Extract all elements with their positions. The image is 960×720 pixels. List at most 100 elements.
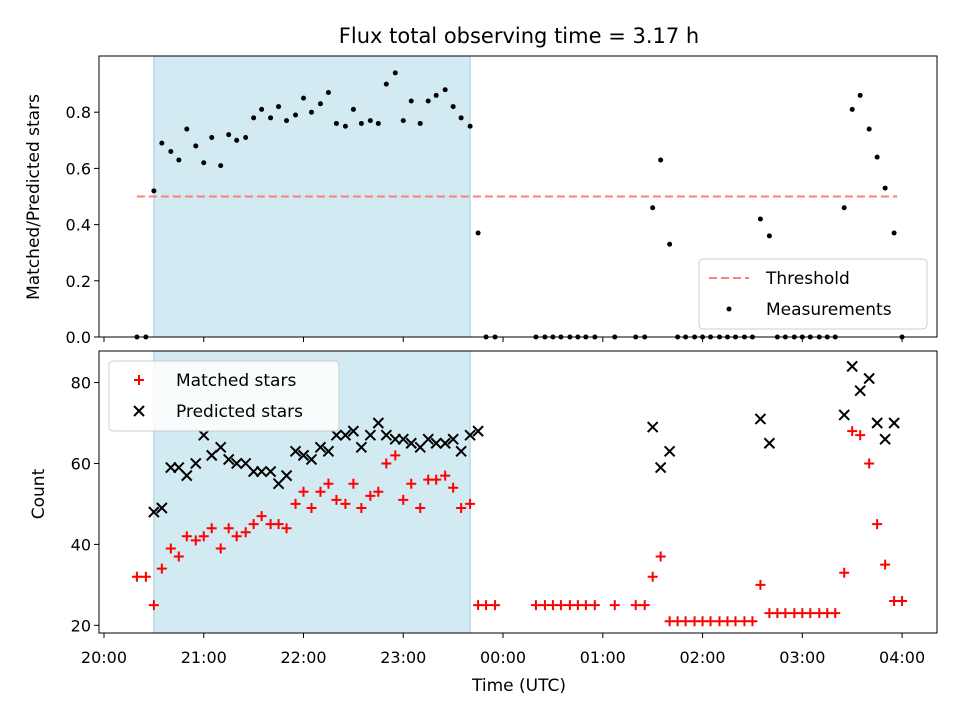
measurements-point-13 [243,134,249,140]
matched-stars-point-77 [830,608,841,619]
matched-stars-point-55 [647,571,658,582]
predicted-stars-point-40 [646,421,659,433]
predicted-stars-point-31 [405,437,417,449]
predicted-stars-point-21 [322,445,335,458]
predicted-stars-point-22 [330,429,343,441]
measurements-point-2 [151,188,157,194]
x-tick-label: 21:00 [181,648,227,667]
measurements-point-68 [757,216,763,222]
matched-stars-point-28 [365,490,376,501]
predicted-stars-point-24 [347,425,360,437]
predicted-stars-point-33 [422,433,434,445]
x-tick-label: 02:00 [680,648,726,667]
measurements-point-9 [209,134,215,140]
measurements-point-21 [308,109,314,115]
x-tick-label: 00:00 [480,648,526,667]
measurements-point-27 [358,120,364,126]
matched-stars-point-79 [847,426,858,437]
measurements-point-15 [259,106,265,112]
matched-stars-point-80 [855,430,866,441]
matched-stars-point-13 [240,527,251,538]
predicted-stars-point-30 [397,433,409,445]
measurements-point-10 [218,163,224,169]
y-tick-label: 0.4 [66,216,91,235]
predicted-stars-point-46 [846,360,858,373]
y-tick-label: 0.6 [66,159,91,178]
matched-stars-point-15 [256,511,267,522]
matched-stars-point-18 [281,523,292,534]
matched-stars-point-9 [206,523,217,534]
matched-stars-point-31 [390,450,401,461]
measurements-point-18 [284,118,290,124]
measurements-point-19 [293,112,299,118]
predicted-stars-point-36 [447,433,459,445]
matched-stars-point-3 [156,563,167,574]
predicted-stars-point-51 [888,417,900,429]
measurements-point-17 [276,104,282,110]
measurements-point-38 [450,104,456,110]
predicted-stars-point-0 [148,506,160,518]
predicted-stars-point-1 [156,502,168,514]
matched-stars-point-20 [298,486,309,497]
measurements-point-84 [891,230,897,236]
matched-stars-point-22 [315,486,326,497]
legend-dot-swatch [726,306,732,312]
measurements-point-11 [226,132,232,138]
measurements-point-25 [342,123,348,129]
measurements-point-26 [350,106,356,112]
measurements-point-41 [475,230,481,236]
measurements-point-80 [857,92,863,98]
predicted-stars-point-37 [455,445,467,458]
x-axis-title: Time (UTC) [471,676,566,696]
y-tick-label: 20 [71,616,91,635]
predicted-stars-point-9 [222,453,235,466]
predicted-stars-point-27 [372,417,385,429]
matched-stars-point-6 [181,531,192,542]
matched-stars-point-4 [165,543,176,554]
matched-stars-point-39 [456,502,467,513]
measurements-point-31 [392,70,398,76]
matched-stars-point-32 [398,494,409,505]
matched-stars-point-85 [897,596,908,607]
measurements-point-14 [251,115,257,121]
matched-stars-point-65 [730,616,741,627]
matched-stars-point-43 [490,600,501,611]
measurements-point-24 [333,120,339,126]
y-tick-label: 0.2 [66,272,91,291]
matched-stars-point-81 [864,458,875,469]
predicted-stars-point-42 [663,445,676,458]
y-tick-label: 40 [71,535,91,554]
measurements-point-39 [458,115,464,121]
axes-frame [98,55,938,338]
predicted-stars-point-44 [763,437,776,449]
predicted-stars-point-39 [472,425,484,437]
matched-stars-point-82 [872,519,883,530]
predicted-stars-point-14 [264,465,277,478]
legend-label: Measurements [766,300,892,320]
matched-stars-point-36 [431,474,442,485]
predicted-stars-point-26 [364,429,377,441]
matched-stars-point-68 [755,579,766,590]
predicted-stars-point-20 [314,441,327,454]
legend-label: Threshold [765,269,850,289]
predicted-stars-point-43 [754,413,767,425]
x-tick-label: 04:00 [879,648,925,667]
measurements-point-79 [849,106,855,112]
top-panel: 0.0 0.2 0.4 0.6 0.8 Threshold Measurements [66,55,938,347]
predicted-stars-point-28 [380,429,393,441]
matched-stars-point-56 [655,551,666,562]
matched-stars-point-47 [555,600,566,611]
measurements-point-4 [168,149,174,155]
x-tick-label: 22:00 [280,648,326,667]
measurements-point-3 [159,140,165,146]
predicted-stars-point-17 [289,445,302,458]
matched-stars-point-17 [273,519,284,530]
y-tick-label: 0.8 [66,103,91,122]
measurements-point-82 [874,154,880,160]
measurements-point-55 [650,205,656,211]
matched-stars-point-1 [140,571,151,582]
measurements-point-5 [176,157,182,163]
measurements-point-29 [375,120,381,126]
predicted-stars-point-25 [355,441,368,454]
legend-x-swatch [133,405,145,417]
